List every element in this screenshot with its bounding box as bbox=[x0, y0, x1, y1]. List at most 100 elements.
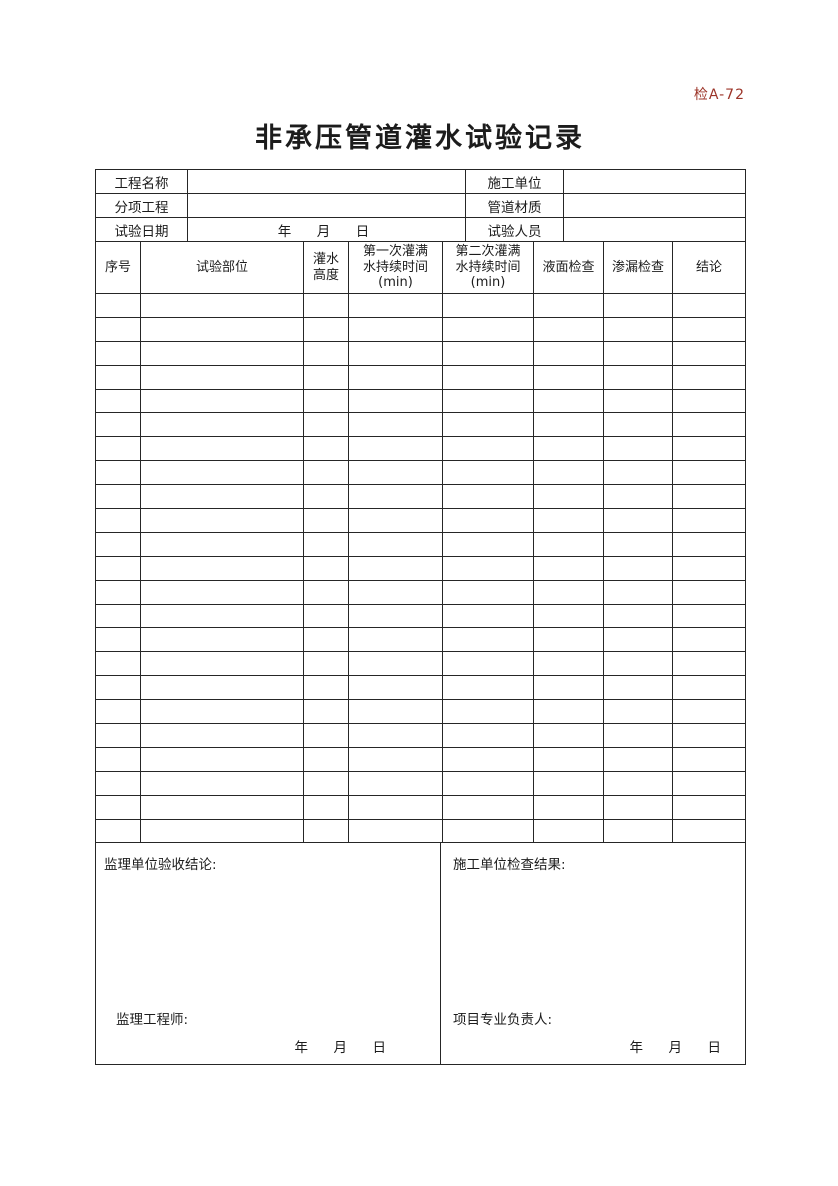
empty-cell bbox=[442, 508, 534, 533]
empty-cell bbox=[95, 675, 141, 701]
empty-cell bbox=[140, 412, 304, 438]
empty-cell bbox=[140, 699, 304, 725]
empty-cell bbox=[442, 531, 534, 557]
table-row bbox=[95, 364, 746, 390]
empty-cell bbox=[303, 460, 349, 486]
empty-cell bbox=[140, 531, 304, 557]
table-row bbox=[95, 484, 746, 510]
empty-cell bbox=[95, 723, 141, 748]
empty-cell bbox=[442, 818, 534, 844]
table-row bbox=[95, 579, 746, 605]
empty-cell bbox=[95, 603, 141, 629]
empty-cell bbox=[603, 364, 673, 390]
empty-cell bbox=[672, 651, 746, 677]
empty-cell bbox=[442, 603, 534, 629]
empty-cell bbox=[533, 412, 604, 438]
construction-unit-label: 施工单位 bbox=[465, 169, 564, 194]
empty-cell bbox=[672, 699, 746, 725]
empty-cell bbox=[140, 651, 304, 677]
empty-cell bbox=[672, 388, 746, 414]
empty-cell bbox=[348, 675, 443, 701]
empty-cell bbox=[348, 651, 443, 677]
empty-cell bbox=[303, 531, 349, 557]
empty-cell bbox=[442, 388, 534, 414]
empty-cell bbox=[603, 770, 673, 796]
info-row: 试验日期 年 月 日 试验人员 bbox=[95, 217, 746, 242]
table-row bbox=[95, 675, 746, 701]
empty-cell bbox=[672, 436, 746, 462]
empty-cell bbox=[95, 316, 141, 342]
empty-cell bbox=[442, 675, 534, 701]
empty-cell bbox=[348, 818, 443, 844]
empty-cell bbox=[672, 412, 746, 438]
empty-cell bbox=[442, 723, 534, 748]
empty-cell bbox=[348, 746, 443, 772]
empty-cell bbox=[442, 293, 534, 318]
column-header-fill-height: 灌水 高度 bbox=[303, 241, 349, 294]
empty-cell bbox=[140, 484, 304, 510]
project-name-label: 工程名称 bbox=[95, 169, 188, 194]
construction-unit-value bbox=[563, 169, 746, 194]
empty-cell bbox=[348, 723, 443, 748]
empty-cell bbox=[140, 723, 304, 748]
empty-cell bbox=[95, 388, 141, 414]
empty-cell bbox=[95, 340, 141, 366]
empty-cell bbox=[533, 436, 604, 462]
column-header-test-location: 试验部位 bbox=[140, 241, 304, 294]
empty-cell bbox=[603, 627, 673, 653]
sub-project-label: 分项工程 bbox=[95, 193, 188, 218]
empty-cell bbox=[95, 579, 141, 605]
empty-cell bbox=[672, 818, 746, 844]
table-row bbox=[95, 651, 746, 677]
empty-cell bbox=[348, 293, 443, 318]
empty-cell bbox=[442, 699, 534, 725]
table-row bbox=[95, 555, 746, 581]
empty-cell bbox=[303, 627, 349, 653]
column-header-liquid-level-check: 液面检查 bbox=[533, 241, 604, 294]
test-record-table-header: 序号 试验部位 灌水 高度 第一次灌满 水持续时间 (min) 第二次灌满 水持… bbox=[95, 241, 746, 294]
empty-cell bbox=[442, 627, 534, 653]
table-row bbox=[95, 627, 746, 653]
test-record-table: 序号 试验部位 灌水 高度 第一次灌满 水持续时间 (min) 第二次灌满 水持… bbox=[95, 241, 746, 844]
empty-cell bbox=[303, 412, 349, 438]
empty-cell bbox=[442, 436, 534, 462]
empty-cell bbox=[303, 603, 349, 629]
empty-cell bbox=[140, 770, 304, 796]
empty-cell bbox=[442, 316, 534, 342]
empty-cell bbox=[672, 555, 746, 581]
empty-cell bbox=[672, 675, 746, 701]
empty-cell bbox=[672, 293, 746, 318]
empty-cell bbox=[303, 340, 349, 366]
table-row bbox=[95, 603, 746, 629]
empty-cell bbox=[672, 723, 746, 748]
empty-cell bbox=[533, 555, 604, 581]
empty-cell bbox=[95, 508, 141, 533]
table-row bbox=[95, 412, 746, 438]
supervisor-cell: 监理单位验收结论: 监理工程师: 年 月 日 bbox=[95, 842, 441, 1066]
empty-cell bbox=[95, 436, 141, 462]
pipe-material-label: 管道材质 bbox=[465, 193, 564, 218]
empty-cell bbox=[303, 699, 349, 725]
empty-cell bbox=[95, 794, 141, 820]
empty-cell bbox=[533, 579, 604, 605]
empty-cell bbox=[303, 818, 349, 844]
empty-cell bbox=[442, 460, 534, 486]
empty-cell bbox=[348, 316, 443, 342]
empty-cell bbox=[303, 388, 349, 414]
column-header-first-fill-duration: 第一次灌满 水持续时间 (min) bbox=[348, 241, 443, 294]
empty-cell bbox=[303, 675, 349, 701]
empty-cell bbox=[603, 818, 673, 844]
supervisor-date-label: 年 月 日 bbox=[294, 1040, 392, 1057]
empty-cell bbox=[672, 746, 746, 772]
empty-cell bbox=[303, 746, 349, 772]
empty-cell bbox=[672, 364, 746, 390]
empty-cell bbox=[95, 484, 141, 510]
empty-cell bbox=[442, 484, 534, 510]
empty-cell bbox=[603, 603, 673, 629]
empty-cell bbox=[533, 364, 604, 390]
empty-cell bbox=[442, 746, 534, 772]
column-header-conclusion: 结论 bbox=[672, 241, 746, 294]
empty-cell bbox=[140, 316, 304, 342]
empty-cell bbox=[442, 340, 534, 366]
empty-cell bbox=[140, 508, 304, 533]
